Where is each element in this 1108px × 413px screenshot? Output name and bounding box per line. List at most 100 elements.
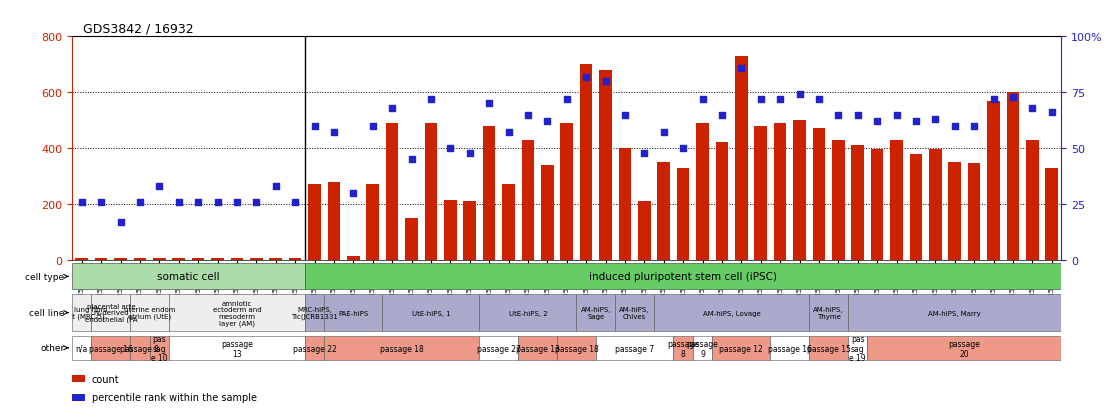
Text: passage
20: passage 20 — [948, 339, 981, 358]
Bar — [793, 121, 806, 260]
Point — [131, 199, 148, 206]
Text: fetal lung fibro
blast (MRC-5): fetal lung fibro blast (MRC-5) — [57, 306, 107, 319]
Point — [965, 123, 983, 130]
Text: passage 8: passage 8 — [121, 344, 160, 353]
Point — [500, 130, 517, 136]
Text: AM-hiPS, Marry: AM-hiPS, Marry — [929, 310, 982, 316]
Point — [985, 96, 1003, 103]
Bar — [579, 65, 593, 260]
Bar — [212, 258, 224, 260]
Text: MRC-hiPS,
Tic(JCRB1331: MRC-hiPS, Tic(JCRB1331 — [291, 306, 338, 319]
Text: AM-hiPS, Lovage: AM-hiPS, Lovage — [702, 310, 760, 316]
Point — [694, 96, 711, 103]
Text: amniotic
ectoderm and
mesoderm
layer (AM): amniotic ectoderm and mesoderm layer (AM… — [213, 300, 261, 326]
Point — [325, 130, 342, 136]
Text: passage 7: passage 7 — [615, 344, 654, 353]
Bar — [557, 337, 596, 360]
Bar — [561, 123, 573, 260]
Point — [441, 145, 459, 152]
Text: passage
9: passage 9 — [687, 339, 718, 358]
Text: passage 15: passage 15 — [807, 344, 851, 353]
Point — [888, 112, 905, 119]
Bar — [131, 337, 150, 360]
Bar — [289, 258, 301, 260]
Bar — [677, 168, 689, 260]
Text: passage 18: passage 18 — [555, 344, 598, 353]
Point — [830, 112, 848, 119]
Bar — [871, 150, 883, 260]
Point — [306, 123, 324, 130]
Text: PAE-hiPS: PAE-hiPS — [338, 310, 369, 316]
Point — [655, 130, 673, 136]
Bar — [638, 202, 650, 260]
Bar — [170, 337, 305, 360]
Bar — [92, 337, 131, 360]
Point — [519, 112, 536, 119]
Bar — [173, 258, 185, 260]
Text: passage
13: passage 13 — [220, 339, 253, 358]
Bar — [812, 129, 825, 260]
Point — [228, 199, 246, 206]
Bar — [654, 294, 809, 332]
Point — [791, 92, 809, 98]
Text: passage 27: passage 27 — [476, 344, 521, 353]
Bar — [773, 123, 787, 260]
Bar — [406, 218, 418, 260]
Bar — [848, 294, 1061, 332]
Bar — [325, 337, 480, 360]
Text: other: other — [40, 344, 64, 352]
Bar — [987, 101, 999, 260]
Point — [907, 119, 925, 125]
Text: uterine endom
etrium (UtE): uterine endom etrium (UtE) — [124, 306, 175, 319]
Text: passage 22: passage 22 — [293, 344, 337, 353]
Bar — [230, 258, 244, 260]
Bar — [809, 294, 848, 332]
Bar — [809, 337, 848, 360]
Point — [480, 101, 497, 107]
Bar — [269, 258, 283, 260]
Bar — [576, 294, 615, 332]
Bar — [618, 149, 632, 260]
Point — [538, 119, 556, 125]
Bar — [153, 258, 165, 260]
Point — [73, 199, 91, 206]
Bar — [75, 258, 88, 260]
Point — [402, 157, 420, 163]
Point — [771, 96, 789, 103]
Point — [363, 123, 381, 130]
Point — [383, 105, 401, 112]
Text: placental arte
ry-derived
endothelial (PA: placental arte ry-derived endothelial (P… — [84, 303, 137, 323]
Bar — [890, 140, 903, 260]
Point — [752, 96, 770, 103]
Text: AM-hiPS,
Thyme: AM-hiPS, Thyme — [813, 306, 844, 319]
Text: n/a: n/a — [75, 344, 88, 353]
Bar — [382, 294, 480, 332]
Bar — [347, 256, 360, 260]
Point — [557, 96, 576, 103]
Bar — [308, 185, 321, 260]
Point — [151, 183, 168, 190]
Point — [732, 65, 750, 72]
Bar — [716, 143, 728, 260]
Bar — [444, 200, 456, 260]
Point — [208, 199, 226, 206]
Bar — [696, 123, 709, 260]
Point — [345, 190, 362, 197]
Point — [714, 112, 731, 119]
Bar — [968, 164, 981, 260]
Bar — [483, 126, 495, 260]
Bar — [770, 337, 809, 360]
Bar — [1046, 168, 1058, 260]
Text: pas
sag
e 19: pas sag e 19 — [850, 334, 866, 363]
Text: passage 16: passage 16 — [768, 344, 812, 353]
Bar — [72, 264, 305, 290]
Point — [616, 112, 634, 119]
Text: GDS3842 / 16932: GDS3842 / 16932 — [83, 22, 194, 35]
Point — [675, 145, 692, 152]
Point — [636, 150, 654, 157]
Text: UtE-hiPS, 1: UtE-hiPS, 1 — [411, 310, 450, 316]
Bar — [305, 264, 1061, 290]
Text: cell line: cell line — [29, 309, 64, 317]
Bar — [480, 337, 519, 360]
Bar — [72, 294, 92, 332]
